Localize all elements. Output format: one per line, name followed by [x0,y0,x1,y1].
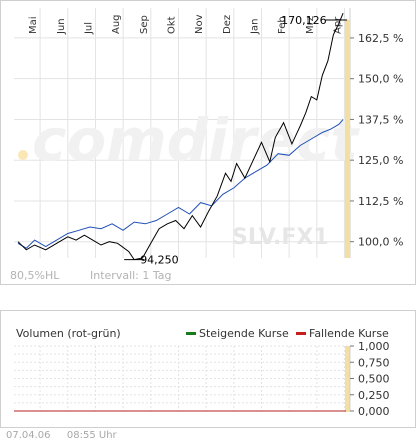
volume-tick-label: 0,750 [358,356,390,369]
month-label: Feb [277,16,288,34]
y-tick-label: 100,0 % [358,236,403,249]
legend-rising-swatch [186,332,196,335]
month-label: Sep [139,15,150,34]
month-label: Nov [194,14,205,34]
series-line [17,13,344,261]
month-label: Dez [222,15,233,34]
y-tick-label: 112,5 % [358,195,403,208]
month-label: Mai [28,16,39,34]
high-annotation: 170,126 [281,14,327,27]
month-label: Jun [56,18,67,35]
volume-y-ticks: 1,000 0,750 0,500 0,250 0,000 [350,340,390,418]
legend-falling-label: Fallende Kurse [309,327,389,340]
volume-tick-label: 0,000 [358,405,390,418]
month-label: Mrz [305,16,316,34]
legend-falling-swatch [296,332,306,335]
volume-chart: Volumen (rot-grün) Steigende Kurse Falle… [0,310,416,428]
series-lines [17,13,344,261]
volume-tick-label: 0,500 [358,373,390,386]
symbol-text: SLV.FX1 [232,225,329,250]
month-label: Aug [111,14,122,34]
series-line [17,119,344,249]
volume-tick-label: 1,000 [358,340,390,353]
annotations: 170,126 94,250 [124,14,348,267]
y-axis-ticks: 162,5 % 150,0 % 137,5 % 125,0 % 112,5 % 100,0… [350,32,403,249]
month-label: Okt [166,16,177,34]
low-annotation: 94,250 [140,254,179,267]
volume-grid [14,345,351,411]
footer-date: 07.04.06 [6,430,51,441]
watermark-text: comdirect [32,106,360,174]
volume-tick-label: 0,250 [358,389,390,402]
volume-title: Volumen (rot-grün) [16,327,121,340]
y-tick-label: 162,5 % [358,32,403,45]
timestamp-footer: 07.04.06 08:55 Uhr [6,430,117,441]
highlight-band [345,20,350,258]
y-tick-label: 150,0 % [358,73,403,86]
footer-time: 08:55 Uhr [66,430,117,441]
legend-rising-label: Steigende Kurse [199,327,289,340]
y-tick-label: 137,5 % [358,113,403,126]
footer-range: 80,5%HL [10,269,60,282]
month-label: Jul [83,22,94,35]
price-chart: comdirect SLV.FX1 Mai Jun Jul Aug Sep Okt Nov D… [0,0,416,285]
month-label: Jan [249,19,260,35]
footer-interval: Intervall: 1 Tag [90,269,172,282]
y-tick-label: 125,0 % [358,154,403,167]
watermark-dot [18,150,28,160]
